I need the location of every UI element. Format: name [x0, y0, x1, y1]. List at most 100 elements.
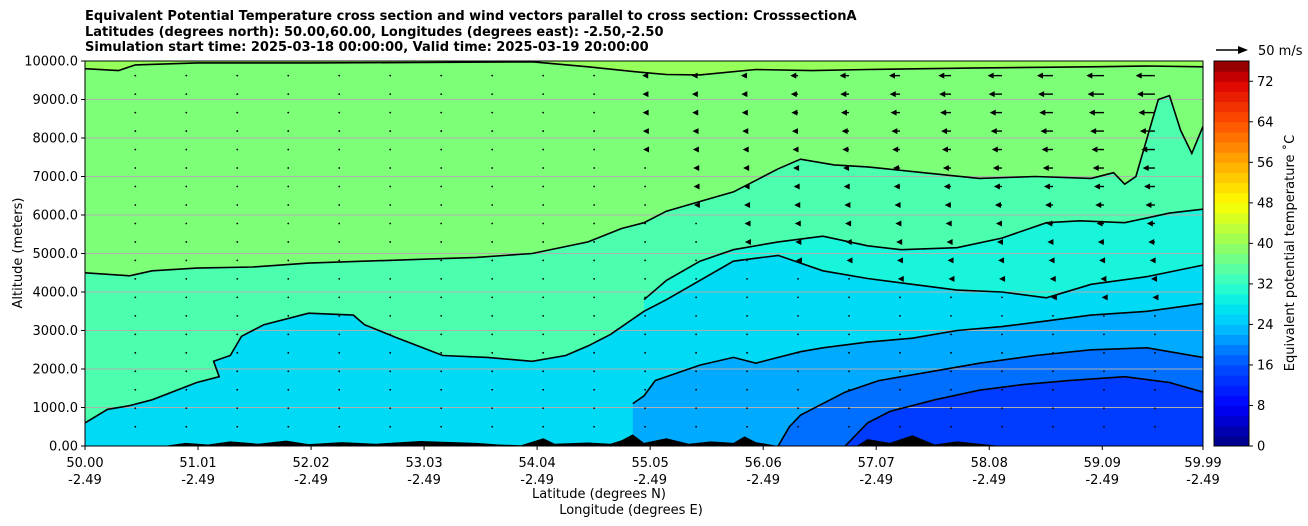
wind-vector [1040, 128, 1047, 135]
wind-vector [440, 314, 443, 317]
wind-vector [236, 314, 239, 317]
colorbar-band [1214, 395, 1249, 406]
colorbar-tick-label: 24 [1257, 318, 1274, 333]
wind-vector [990, 128, 997, 135]
colorbar-band [1214, 304, 1249, 315]
wind-vector [695, 296, 697, 299]
wind-vector [338, 185, 341, 188]
wind-vector [899, 296, 901, 299]
wind-vector [491, 370, 494, 373]
colorbar-band [1214, 182, 1249, 194]
wind-vector [287, 185, 290, 188]
wind-vector [185, 278, 188, 280]
x-tick-label-lat: 54.04 [519, 456, 556, 471]
wind-vector [440, 407, 443, 410]
quiver-key: 50 m/s [1216, 44, 1303, 59]
wind-vector [1001, 296, 1003, 299]
wind-vector [893, 183, 900, 190]
wind-vector [644, 388, 647, 391]
wind-vector [992, 165, 999, 172]
x-tick-label-lon: -2.49 [181, 473, 215, 488]
wind-vector [743, 183, 750, 190]
wind-vector [440, 204, 443, 206]
wind-vector [389, 130, 392, 132]
wind-vector [845, 220, 852, 227]
wind-vector [746, 296, 748, 299]
wind-vector [236, 130, 239, 132]
wind-vector [1087, 91, 1094, 98]
x-tick-label-lat: 55.05 [632, 456, 669, 471]
wind-vector [185, 296, 188, 299]
wind-vector [644, 222, 647, 225]
wind-vector [134, 351, 137, 354]
wind-vector [338, 93, 341, 96]
band-above-40 [85, 61, 1203, 75]
x-tick-label-lon: -2.49 [520, 473, 554, 488]
wind-vector [440, 74, 443, 77]
wind-vector [593, 370, 596, 373]
wind-vector [695, 407, 697, 410]
wind-vector [848, 296, 850, 299]
x-tick-label-lon: -2.49 [1186, 473, 1220, 488]
wind-vector [593, 93, 596, 96]
wind-vector [895, 220, 902, 227]
wind-vector [491, 93, 494, 96]
wind-vector [1100, 275, 1107, 282]
wind-vector [1092, 165, 1099, 172]
wind-vector [746, 314, 748, 317]
wind-vector [790, 72, 797, 79]
wind-vector [593, 204, 596, 206]
colorbar-band [1214, 81, 1249, 92]
wind-vector [491, 130, 494, 132]
wind-vector [134, 278, 137, 280]
wind-vector [1146, 220, 1153, 227]
wind-vector [644, 296, 647, 299]
wind-vector [1001, 407, 1003, 410]
wind-vector [840, 109, 847, 116]
wind-vector [389, 278, 392, 280]
wind-vector [899, 388, 901, 391]
wind-vector [389, 259, 392, 262]
colorbar-band [1214, 121, 1249, 133]
wind-vector [542, 241, 545, 243]
colorbar-tick-label: 0 [1257, 440, 1265, 455]
wind-vector [287, 296, 290, 299]
wind-vector [1052, 333, 1054, 336]
wind-vector [440, 296, 443, 299]
wind-vector [542, 314, 545, 317]
colorbar-band [1214, 435, 1249, 447]
wind-vector [1145, 201, 1152, 208]
wind-vector [185, 185, 188, 188]
wind-vector [389, 388, 392, 391]
wind-vector [185, 333, 188, 336]
x-tick-label-lat: 52.02 [292, 456, 329, 471]
wind-vector [892, 165, 899, 172]
wind-vector [894, 201, 901, 208]
wind-vector [134, 93, 137, 96]
wind-vector [338, 259, 341, 262]
colorbar-band [1214, 385, 1249, 396]
wind-vector [440, 167, 443, 169]
wind-vector [1103, 388, 1105, 391]
wind-vector [1086, 72, 1093, 79]
wind-vector [1052, 370, 1054, 373]
wind-vector [1052, 388, 1054, 391]
wind-vector [845, 238, 852, 245]
wind-vector [440, 351, 443, 354]
wind-vector [1135, 72, 1142, 79]
wind-vector [491, 204, 494, 206]
wind-vector [338, 351, 341, 354]
wind-vector [746, 351, 748, 354]
wind-vector [797, 388, 799, 391]
wind-vector [338, 296, 341, 299]
wind-vector [236, 241, 239, 243]
wind-vector [593, 74, 596, 77]
wind-vector [899, 333, 901, 336]
wind-vector [1039, 109, 1046, 116]
wind-vector [998, 257, 1005, 264]
wind-vector [644, 333, 647, 336]
wind-vector [1048, 257, 1055, 264]
wind-vector [542, 93, 545, 96]
wind-vector [134, 259, 137, 262]
